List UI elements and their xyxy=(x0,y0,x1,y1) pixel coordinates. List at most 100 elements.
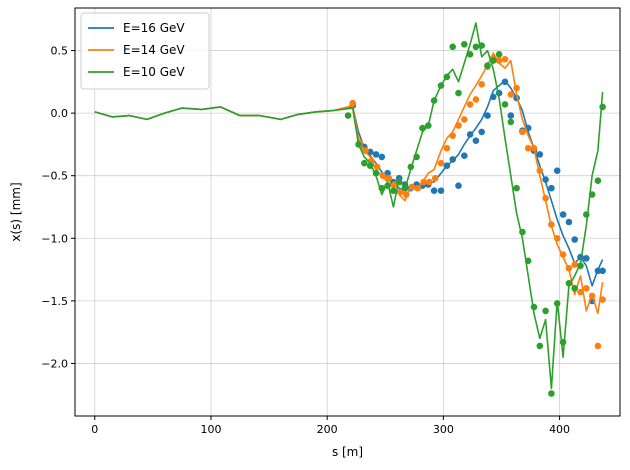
data-point xyxy=(507,118,515,126)
x-tick-label: 300 xyxy=(433,423,454,436)
y-tick-label: 0.5 xyxy=(51,45,69,58)
data-point xyxy=(553,167,561,174)
legend-label: E=16 GeV xyxy=(123,21,185,35)
data-point xyxy=(588,292,596,300)
data-point xyxy=(542,194,549,202)
data-point xyxy=(536,151,544,158)
data-point xyxy=(430,187,438,194)
series-layer xyxy=(94,22,606,397)
data-point xyxy=(559,338,567,346)
data-point xyxy=(443,73,451,81)
data-point xyxy=(390,187,397,194)
data-point xyxy=(519,228,526,236)
y-tick-label: −0.5 xyxy=(41,170,68,183)
series-e-14-gev xyxy=(94,52,606,350)
y-tick-label: −1.0 xyxy=(41,232,68,245)
data-point xyxy=(362,147,369,154)
data-point xyxy=(449,43,457,51)
series-line xyxy=(94,52,604,315)
data-point xyxy=(395,178,403,186)
data-point xyxy=(530,303,538,311)
data-point xyxy=(426,178,433,186)
data-point xyxy=(501,101,509,108)
data-point xyxy=(413,153,420,161)
x-tick-label: 200 xyxy=(317,423,338,436)
data-point xyxy=(588,191,596,198)
data-point xyxy=(548,184,555,192)
data-point xyxy=(430,97,438,104)
data-point xyxy=(373,163,381,171)
data-point xyxy=(419,124,426,132)
data-point xyxy=(559,211,567,218)
data-point xyxy=(466,131,474,138)
data-point xyxy=(565,265,573,272)
data-point xyxy=(495,51,503,58)
data-point xyxy=(507,112,515,119)
data-point xyxy=(599,103,606,111)
data-point xyxy=(397,188,404,196)
data-point xyxy=(548,390,555,397)
data-point xyxy=(548,221,555,228)
data-point xyxy=(378,153,386,161)
data-point xyxy=(443,162,451,169)
data-point xyxy=(571,285,578,292)
x-tick-label: 100 xyxy=(200,423,221,436)
data-point xyxy=(594,342,602,350)
x-axis-label: s [m] xyxy=(332,445,363,459)
data-point xyxy=(466,101,474,108)
x-tick-label: 400 xyxy=(549,423,570,436)
data-point xyxy=(455,122,462,129)
data-point xyxy=(449,156,457,163)
data-point xyxy=(461,116,468,123)
data-point xyxy=(599,267,606,275)
data-point xyxy=(414,184,422,192)
data-point xyxy=(408,183,416,191)
data-point xyxy=(501,78,509,86)
data-point xyxy=(455,182,462,189)
data-point xyxy=(507,91,515,98)
series-line xyxy=(94,22,604,390)
y-axis-label: x(s) [mm] xyxy=(9,182,23,241)
data-point xyxy=(594,177,602,184)
legend-label: E=10 GeV xyxy=(123,65,185,79)
data-point xyxy=(565,280,573,287)
data-point xyxy=(407,163,415,171)
data-point xyxy=(484,112,491,119)
data-point xyxy=(478,81,486,88)
data-point xyxy=(519,128,526,136)
y-tick-label: −1.5 xyxy=(41,295,68,308)
data-point xyxy=(583,285,590,292)
data-point xyxy=(402,191,410,198)
data-point xyxy=(536,342,544,350)
data-point xyxy=(501,56,509,63)
data-point xyxy=(420,178,427,186)
data-point xyxy=(466,51,474,58)
data-point xyxy=(553,300,561,307)
data-point xyxy=(524,144,532,152)
y-tick-label: 0.0 xyxy=(51,107,69,120)
data-point xyxy=(378,184,386,192)
data-point xyxy=(437,187,445,194)
data-point xyxy=(443,144,451,152)
data-point xyxy=(490,93,497,101)
data-point xyxy=(366,162,374,169)
data-point xyxy=(542,307,549,315)
data-point xyxy=(495,57,503,64)
y-tick-label: −2.0 xyxy=(41,357,68,370)
data-point xyxy=(530,144,538,152)
data-point xyxy=(472,43,480,51)
data-point xyxy=(385,174,393,182)
data-point xyxy=(472,96,480,103)
data-point xyxy=(478,42,486,49)
data-point xyxy=(484,62,491,69)
data-point xyxy=(431,174,439,182)
data-point xyxy=(513,84,520,92)
data-point xyxy=(559,251,567,258)
data-point xyxy=(599,296,606,303)
data-point xyxy=(583,254,590,262)
data-point xyxy=(461,152,468,159)
data-point xyxy=(583,211,590,218)
data-point xyxy=(571,261,578,268)
data-point xyxy=(478,128,486,136)
data-point xyxy=(577,288,584,296)
